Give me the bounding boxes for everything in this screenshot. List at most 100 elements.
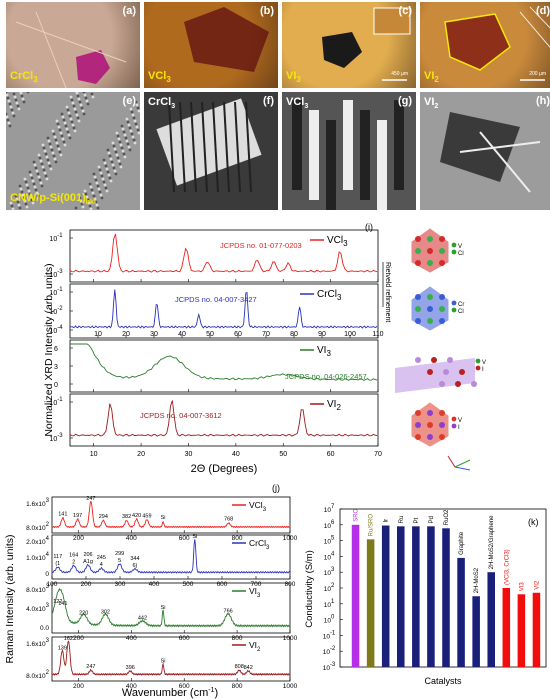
xrd-x-tick: 90: [318, 331, 326, 338]
xrd-x-tick: 20: [122, 331, 130, 338]
raman-y-tick: 0: [45, 571, 49, 578]
micrograph-d: (d) VI2 200 µm: [420, 2, 550, 88]
cond-y-tick: 10-2: [323, 646, 336, 656]
jcpds-label: JCPDS no. 01-077-0203: [220, 241, 302, 250]
raman-peak-label: 420: [132, 513, 141, 519]
crystal-structure: [411, 402, 449, 447]
atom-legend-label: I: [482, 367, 484, 373]
raman-peak-label: 299: [115, 551, 124, 557]
raman-x-tick: 700: [251, 581, 262, 588]
raman-peak-label: Si: [161, 515, 166, 521]
raman-peak-label: 459: [142, 513, 151, 519]
xrd-x-tick: 30: [150, 331, 158, 338]
conductivity-bar: [442, 528, 450, 667]
conductivity-bar: [351, 524, 360, 667]
raman-x-tick: 800: [232, 635, 243, 642]
conductivity-bar: [427, 526, 435, 667]
conductivity-bar: [457, 557, 465, 667]
raman-x-tick: 800: [232, 535, 243, 542]
raman-x-tick: 800: [232, 683, 243, 690]
raman-legend-label: VCl3: [249, 500, 267, 513]
xrd-x-tick: 20: [137, 451, 145, 458]
raman-legend-label: CrCl3: [249, 538, 270, 551]
raman-x-axis-label: Wavenumber (cm-1): [122, 687, 218, 699]
raman-peak-label: 4: [100, 562, 103, 568]
jcpds-label: JCPDS no. 04-007-3427: [175, 295, 257, 304]
cond-y-tick: 107: [324, 504, 335, 514]
raman-peak-label: 6): [133, 563, 138, 569]
cond-panel-letter: (k): [528, 517, 539, 527]
xrd-y-tick: 10-1: [49, 287, 63, 297]
material-label: VI2: [424, 69, 439, 84]
cond-y-tick: 10-3: [323, 662, 336, 672]
xrd-x-tick: 70: [374, 451, 382, 458]
xrd-trace: [69, 233, 378, 273]
raman-x-tick: 200: [73, 535, 84, 542]
sem-h: (h) VI2: [420, 92, 550, 210]
xrd-x-tick: 100: [344, 331, 356, 338]
raman-box: [51, 636, 291, 682]
raman-y-tick: 1.6x103: [26, 638, 50, 648]
raman-x-tick: 400: [149, 581, 160, 588]
raman-x-tick: 500: [183, 581, 194, 588]
raman-x-tick: 200: [73, 683, 84, 690]
raman-peak-label: 766: [224, 609, 233, 615]
jcpds-label: JCPDS no. 04-026-2457: [285, 372, 367, 381]
xrd-x-axis-label: 2Θ (Degrees): [191, 463, 258, 475]
raman-y-tick: 1.6x103: [26, 498, 50, 508]
raman-x-tick: 600: [217, 581, 228, 588]
panel-letter: (c): [398, 5, 412, 17]
material-label: CrCl3: [10, 69, 38, 84]
panel-letter: (e): [122, 95, 136, 107]
bar-category-label: 2H-MoS2: [474, 567, 480, 593]
bar-category-label: RuO2: [444, 509, 450, 525]
raman-x-tick: 600: [179, 635, 190, 642]
cond-y-tick: 101: [324, 599, 335, 609]
raman-peak-label: 2: [72, 560, 75, 566]
raman-peak-label: 197: [73, 513, 82, 519]
raman-peak-label: A1g: [83, 559, 93, 565]
raman-y-tick: 1.0x104: [26, 552, 50, 562]
raman-y-axis-label: Raman Intensity (arb. units): [4, 535, 16, 664]
conductivity-bar: [397, 526, 405, 667]
xrd-x-tick: 10: [94, 331, 102, 338]
xrd-x-tick: 110: [372, 331, 383, 338]
raman-y-tick: 2.0x104: [26, 536, 50, 546]
xrd-y-tick: 10-1: [49, 233, 63, 243]
panel-letter: (b): [259, 5, 274, 17]
xrd-trace: [70, 343, 378, 381]
raman-x-tick: 400: [126, 535, 137, 542]
raman-legend-label: VI2: [249, 640, 261, 653]
scale-bar-label: 450 µm: [391, 71, 408, 77]
conductivity-bar: [472, 596, 480, 667]
cond-y-axis-label: Conductivity (S/m): [304, 550, 315, 628]
raman-peak-label: 162: [64, 636, 73, 642]
xrd-legend-label: VCl3: [327, 235, 348, 248]
atom-legend-label: Cl: [458, 251, 464, 257]
raman-y-tick: 8.0x102: [26, 522, 50, 532]
raman-x-tick: 400: [126, 635, 137, 642]
cond-y-tick: 102: [324, 583, 335, 593]
raman-box: [51, 582, 291, 634]
raman-peak-label: 382: [122, 514, 131, 520]
panel-letter: (g): [397, 95, 412, 107]
atom-legend-label: V: [482, 360, 486, 366]
conductivity-bar: [487, 572, 495, 667]
scale-bar-label: 200 µm: [529, 71, 546, 77]
xrd-trace: [69, 289, 378, 329]
conductivity-bar: [532, 592, 541, 667]
sem-material-label: VCl3: [286, 96, 309, 111]
raman-trace: [51, 539, 291, 574]
raman-peak-label: 302: [101, 609, 110, 615]
xrd-y-axis-label: Normalized XRD Intensity (arb. units): [43, 263, 55, 436]
raman-peak-label: 206: [83, 552, 92, 558]
sem-material-label: CrCl3: [148, 96, 176, 111]
raman-y-tick: 0.0: [40, 625, 49, 632]
raman-trace: [51, 640, 291, 676]
sem-f: (f) CrCl3: [144, 92, 278, 210]
xrd-trace: [69, 400, 378, 437]
jcpds-label: JCPDS no. 04-007-3612: [140, 411, 222, 420]
conductivity-bar: [517, 594, 526, 667]
xrd-legend-label: VI3: [317, 345, 331, 358]
xrd-x-tick: 50: [206, 331, 214, 338]
